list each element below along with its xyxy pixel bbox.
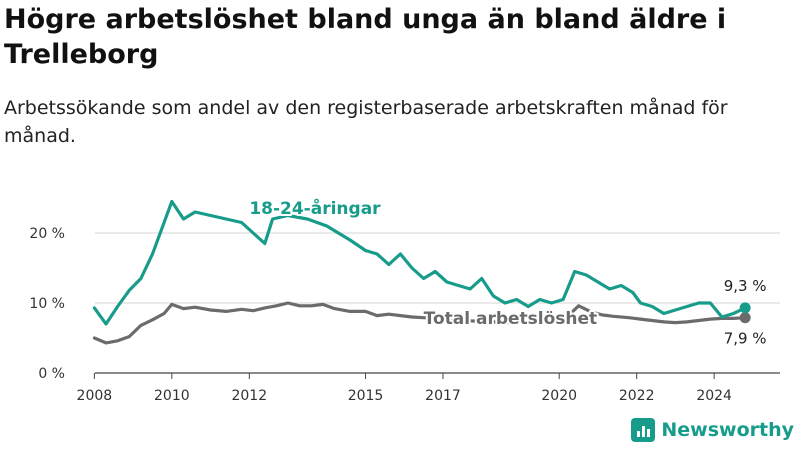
chart-title: Högre arbetslöshet bland unga än bland ä… [4,4,727,70]
x-tick-label: 2015 [348,388,384,404]
y-tick-label: 10 % [29,296,65,312]
series-label-youth-halo: 18-24-åringar [249,197,381,219]
x-tick-label: 2020 [541,388,577,404]
x-tick-label: 2012 [231,388,267,404]
end-value-youth: 9,3 % [724,277,767,295]
end-point-youth [739,302,751,314]
x-tick-label: 2017 [425,388,461,404]
end-value-total: 7,9 % [724,330,767,348]
series-layer [92,199,751,345]
grid-layer [95,232,780,374]
series-line-youth [92,199,747,326]
y-tick-label: 20 % [29,226,65,242]
chart-subtitle: Arbetssökande som andel av den registerb… [4,97,728,147]
bar-chart-icon [631,418,656,442]
x-tick-label: 2022 [619,388,655,404]
series-label-youth: 18-24-åringar [249,197,381,219]
x-tick-label: 2010 [154,388,190,404]
x-tick-label: 2008 [77,388,113,404]
end-point-total [739,312,751,324]
x-tick-label: 2024 [696,388,732,404]
series-label-total-halo: Total arbetslöshet [424,309,598,329]
series-label-total: Total arbetslöshet [424,309,598,329]
brand-name: Newsworthy [661,419,794,441]
axis-layer: 0 % 10 % 20 % 2008 2010 2012 2015 2017 2020 2022 2… [29,226,732,404]
newsworthy-logo: Newsworthy [631,418,794,442]
y-tick-label: 0 % [38,366,65,382]
series-line-total [92,301,747,345]
